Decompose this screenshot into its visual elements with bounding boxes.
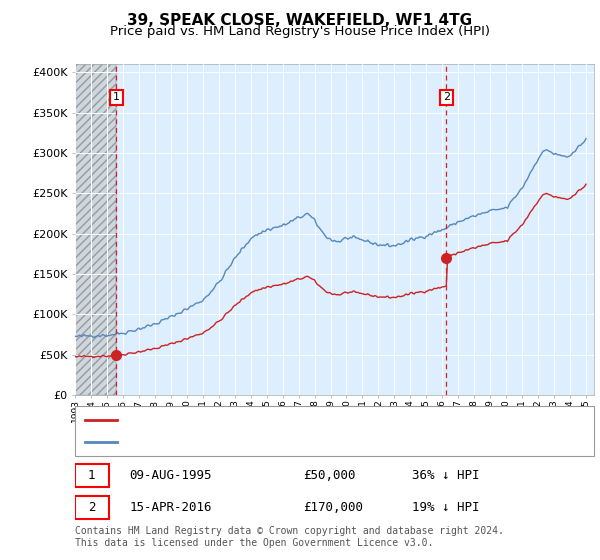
Text: Price paid vs. HM Land Registry's House Price Index (HPI): Price paid vs. HM Land Registry's House … (110, 25, 490, 38)
Text: £170,000: £170,000 (304, 501, 364, 514)
Text: 1: 1 (88, 469, 95, 482)
Text: 2: 2 (88, 501, 95, 514)
Text: 19% ↓ HPI: 19% ↓ HPI (412, 501, 480, 514)
FancyBboxPatch shape (75, 464, 109, 487)
Text: 15-APR-2016: 15-APR-2016 (130, 501, 212, 514)
Text: 1: 1 (113, 92, 120, 102)
Text: 39, SPEAK CLOSE, WAKEFIELD, WF1 4TG: 39, SPEAK CLOSE, WAKEFIELD, WF1 4TG (127, 13, 473, 28)
FancyBboxPatch shape (75, 496, 109, 519)
FancyBboxPatch shape (75, 406, 594, 456)
Text: Contains HM Land Registry data © Crown copyright and database right 2024.
This d: Contains HM Land Registry data © Crown c… (75, 526, 504, 548)
Text: HPI: Average price, detached house, Wakefield: HPI: Average price, detached house, Wake… (127, 436, 448, 449)
Text: 09-AUG-1995: 09-AUG-1995 (130, 469, 212, 482)
Text: £50,000: £50,000 (304, 469, 356, 482)
Text: 36% ↓ HPI: 36% ↓ HPI (412, 469, 480, 482)
Text: 39, SPEAK CLOSE, WAKEFIELD, WF1 4TG (detached house): 39, SPEAK CLOSE, WAKEFIELD, WF1 4TG (det… (127, 414, 497, 427)
Text: 2: 2 (443, 92, 450, 102)
